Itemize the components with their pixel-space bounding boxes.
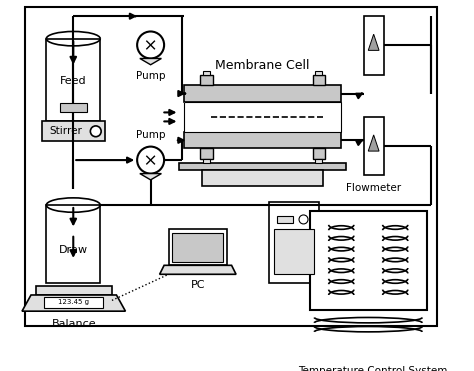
Text: 123.45 g: 123.45 g (58, 299, 89, 305)
Bar (200, 148, 213, 159)
Circle shape (91, 126, 101, 137)
Polygon shape (368, 135, 379, 151)
Bar (203, 159, 210, 163)
Text: PC: PC (191, 280, 205, 290)
Bar (45, 297, 103, 308)
Bar (179, 163, 346, 170)
Bar (60, 104, 87, 112)
Text: Feed: Feed (60, 76, 87, 86)
Polygon shape (140, 174, 162, 180)
Bar (184, 102, 341, 132)
Bar (274, 229, 314, 274)
Bar (203, 71, 210, 75)
Bar (42, 121, 105, 141)
Bar (312, 148, 325, 159)
Text: Membrane Cell: Membrane Cell (215, 59, 310, 72)
Bar (202, 170, 323, 186)
Text: Stirrer: Stirrer (50, 126, 82, 136)
Bar (276, 216, 293, 223)
Text: Pump: Pump (136, 130, 165, 140)
Text: Flowmeter: Flowmeter (346, 183, 401, 193)
Text: Temperature Control System: Temperature Control System (298, 367, 447, 371)
Bar (184, 85, 341, 102)
Circle shape (137, 32, 164, 59)
Bar (169, 229, 227, 265)
Text: Balance: Balance (51, 319, 96, 329)
Bar (310, 211, 427, 310)
Bar (46, 39, 100, 121)
Bar (364, 16, 383, 75)
Polygon shape (160, 265, 236, 274)
Polygon shape (140, 59, 162, 65)
Bar (36, 286, 112, 295)
Bar (172, 233, 223, 262)
Bar (364, 117, 383, 175)
Polygon shape (368, 34, 379, 50)
Bar (269, 202, 319, 283)
Circle shape (299, 215, 308, 224)
Text: Draw: Draw (59, 244, 88, 255)
Polygon shape (22, 295, 126, 311)
Bar (315, 71, 322, 75)
Bar (46, 205, 100, 283)
Bar (184, 132, 341, 148)
Bar (315, 159, 322, 163)
Bar (200, 75, 213, 85)
Bar (312, 75, 325, 85)
Text: Pump: Pump (136, 72, 165, 82)
Circle shape (137, 147, 164, 174)
